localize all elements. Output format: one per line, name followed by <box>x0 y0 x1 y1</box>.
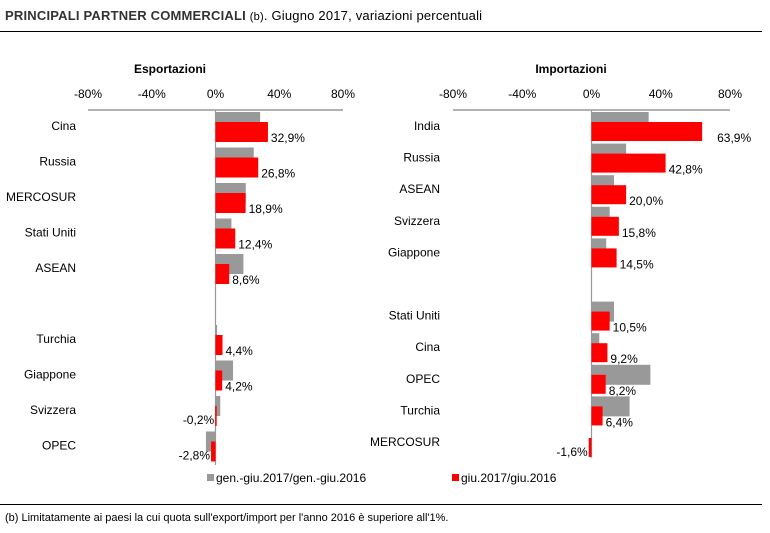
x-tick-label: 40% <box>649 87 673 101</box>
data-label: 8,6% <box>232 273 260 287</box>
category-label: Russia <box>403 151 440 165</box>
x-tick-label: 80% <box>331 87 355 101</box>
data-label: 18,9% <box>249 202 283 216</box>
category-label: Russia <box>39 155 76 169</box>
bar-red <box>215 370 223 391</box>
data-label: 6,4% <box>606 415 634 429</box>
data-label: 26,8% <box>261 167 295 181</box>
category-label: OPEC <box>42 439 76 453</box>
data-label: 4,4% <box>226 344 254 358</box>
category-label: Cina <box>51 119 76 133</box>
legend-label: giu.2017/giu.2016 <box>461 471 557 485</box>
data-label: 10,5% <box>613 321 647 335</box>
bar-red <box>215 157 259 178</box>
bar-red <box>211 441 216 462</box>
chart-title-1: Importazioni <box>535 62 606 76</box>
chart-title-0: Esportazioni <box>134 62 206 76</box>
x-tick-label: -80% <box>74 87 102 101</box>
bar-red <box>591 374 606 394</box>
bar-red <box>591 122 703 141</box>
data-label: -0,2% <box>183 413 215 427</box>
legend-label: gen.-giu.2017/gen.-giu.2016 <box>216 471 366 485</box>
bar-red <box>215 406 217 426</box>
bar-gray <box>205 431 216 452</box>
data-label: 9,2% <box>610 352 638 366</box>
category-label: Turchia <box>36 332 76 346</box>
page-title: PRINCIPALI PARTNER COMMERCIALI (b). Giug… <box>5 8 482 23</box>
x-tick-label: -40% <box>508 87 536 101</box>
bar-red <box>591 248 617 268</box>
x-tick-label: -80% <box>439 87 467 101</box>
data-label: 63,9% <box>717 131 751 145</box>
category-label: MERCOSUR <box>6 190 76 204</box>
bar-red <box>591 216 619 236</box>
category-label: Stati Uniti <box>25 226 76 240</box>
footnote: (b) Limitatamente ai paesi la cui quota … <box>5 512 449 524</box>
x-tick-label: 0% <box>207 87 225 101</box>
category-label: Svizzera <box>30 403 76 417</box>
data-label: 20,0% <box>629 194 663 208</box>
data-label: -2,8% <box>179 449 211 463</box>
x-tick-label: 0% <box>583 87 601 101</box>
category-label: Turchia <box>400 403 440 417</box>
x-tick-label: 40% <box>267 87 291 101</box>
top-rule <box>0 31 762 32</box>
bar-red <box>591 185 627 205</box>
category-label: OPEC <box>406 372 440 386</box>
bar-red <box>215 335 223 355</box>
legend-swatch <box>207 474 214 481</box>
bar-red <box>215 193 246 213</box>
category-label: Cina <box>415 340 440 354</box>
category-label: Giappone <box>388 245 440 259</box>
x-tick-label: -40% <box>138 87 166 101</box>
category-label: Giappone <box>24 368 76 382</box>
category-label: ASEAN <box>35 261 76 275</box>
x-tick-label: 80% <box>718 87 742 101</box>
category-label: Svizzera <box>394 214 440 228</box>
category-label: MERCOSUR <box>370 435 440 449</box>
title-main: PRINCIPALI PARTNER COMMERCIALI <box>5 8 246 23</box>
title-subtitle: . Giugno 2017, variazioni percentuali <box>263 8 483 23</box>
data-label: -1,6% <box>556 445 588 459</box>
data-label: 42,8% <box>669 163 703 177</box>
data-label: 4,2% <box>225 380 253 394</box>
bar-red <box>215 264 230 284</box>
data-label: 15,8% <box>622 226 656 240</box>
category-label: India <box>414 119 440 133</box>
bar-red <box>588 438 592 457</box>
data-label: 8,2% <box>609 384 637 398</box>
legend-swatch <box>452 474 459 481</box>
bar-red <box>215 122 268 142</box>
bar-red <box>215 228 236 249</box>
bottom-rule <box>0 504 762 505</box>
data-label: 32,9% <box>271 131 305 145</box>
data-label: 12,4% <box>238 238 272 252</box>
bar-red <box>591 311 610 331</box>
bar-red <box>591 406 603 426</box>
bar-red <box>591 343 608 363</box>
title-note: (b) <box>249 11 264 23</box>
category-label: Stati Uniti <box>389 309 440 323</box>
bar-gray <box>591 364 651 385</box>
category-label: ASEAN <box>399 182 440 196</box>
data-label: 14,5% <box>620 257 654 271</box>
bar-gray <box>215 396 221 416</box>
bar-red <box>591 153 666 173</box>
